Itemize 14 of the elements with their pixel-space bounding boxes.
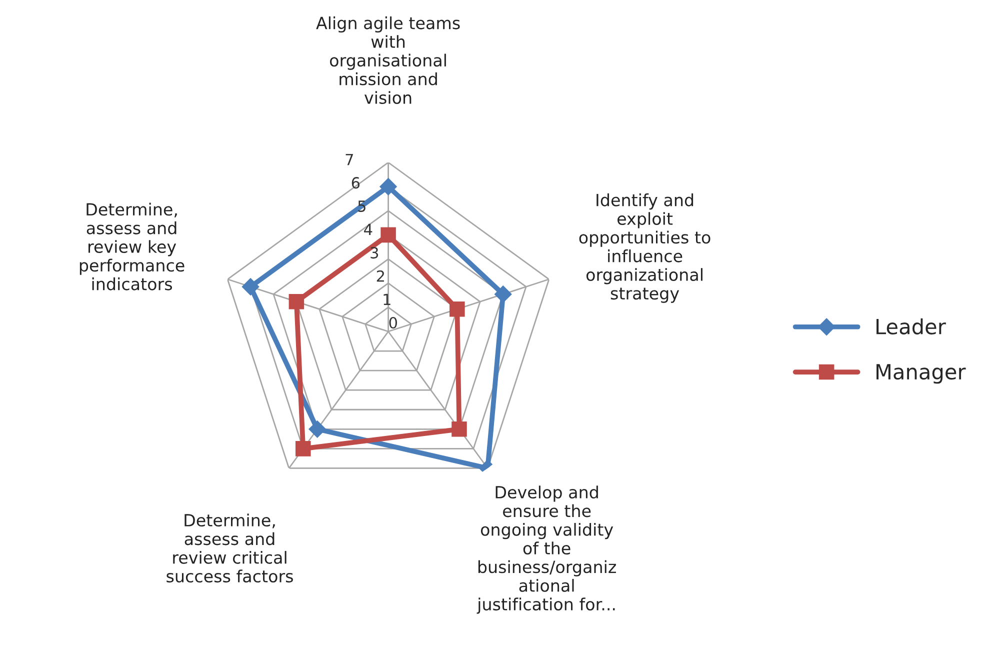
y-tick-label: 6 <box>352 177 360 189</box>
y-tick-label: 1 <box>384 294 390 306</box>
y-tick-label: 2 <box>376 270 384 282</box>
y-tick-label: 4 <box>364 224 372 236</box>
spoke-label: Determine, assess and review critical success factors <box>166 514 293 583</box>
legend-label: Manager <box>876 364 966 384</box>
legend-label: Leader <box>876 318 946 334</box>
y-tick-label: 0 <box>389 316 397 329</box>
spoke-label: Identify and exploit opportunities to influence organizational strategy <box>579 193 710 303</box>
spoke-label: Align agile teams with organisational mission and vision <box>316 16 460 104</box>
y-tick-label: 3 <box>370 247 378 259</box>
y-tick-label: 7 <box>346 154 353 166</box>
spoke-label: Determine, assess and review key performance indicators <box>80 202 184 290</box>
spoke-label: Develop and ensure the ongoing validity of the business/organiz ational justification for... <box>476 486 616 614</box>
